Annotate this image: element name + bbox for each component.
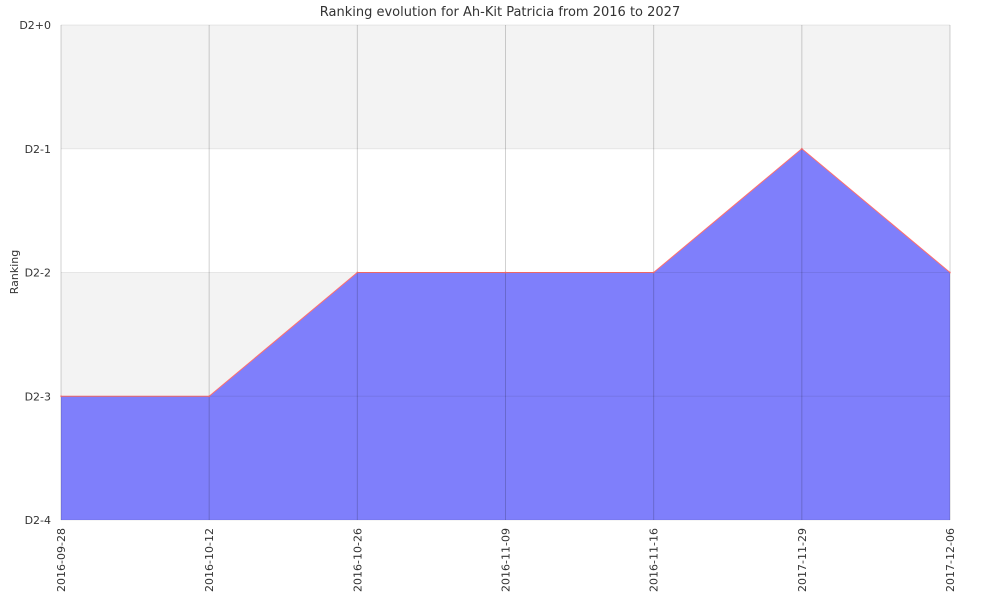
y-tick-label: D2-3 — [25, 390, 51, 403]
x-tick-label: 2017-12-06 — [944, 528, 957, 592]
background-band — [61, 25, 950, 149]
x-tick-label: 2016-11-16 — [648, 528, 661, 592]
chart-title: Ranking evolution for Ah-Kit Patricia fr… — [320, 5, 680, 20]
data-point — [504, 271, 507, 274]
data-points — [60, 147, 951, 398]
y-tick-label: D2-2 — [25, 267, 51, 280]
x-tick-label: 2016-10-26 — [351, 528, 364, 592]
data-point — [800, 147, 803, 150]
y-tick-label: D2-1 — [25, 143, 51, 156]
x-tick-label: 2016-09-28 — [55, 528, 68, 592]
x-tick-label: 2016-10-12 — [203, 528, 216, 592]
data-point — [60, 395, 62, 398]
x-tick-label: 2016-11-09 — [500, 528, 513, 592]
x-tick-label: 2017-11-29 — [796, 528, 809, 592]
y-axis-label: Ranking — [8, 250, 21, 295]
data-point — [208, 395, 211, 398]
data-point — [356, 271, 359, 274]
data-point — [652, 271, 655, 274]
series-area — [61, 148, 950, 520]
y-axis-ticks: D2+0 D2-1 D2-2 D2-3 D2-4 — [19, 19, 51, 527]
y-tick-label: D2-4 — [25, 514, 51, 527]
x-axis-ticks: 2016-09-28 2016-10-12 2016-10-26 2016-11-09… — [55, 528, 957, 592]
data-point — [949, 271, 951, 274]
y-tick-label: D2+0 — [19, 19, 51, 32]
